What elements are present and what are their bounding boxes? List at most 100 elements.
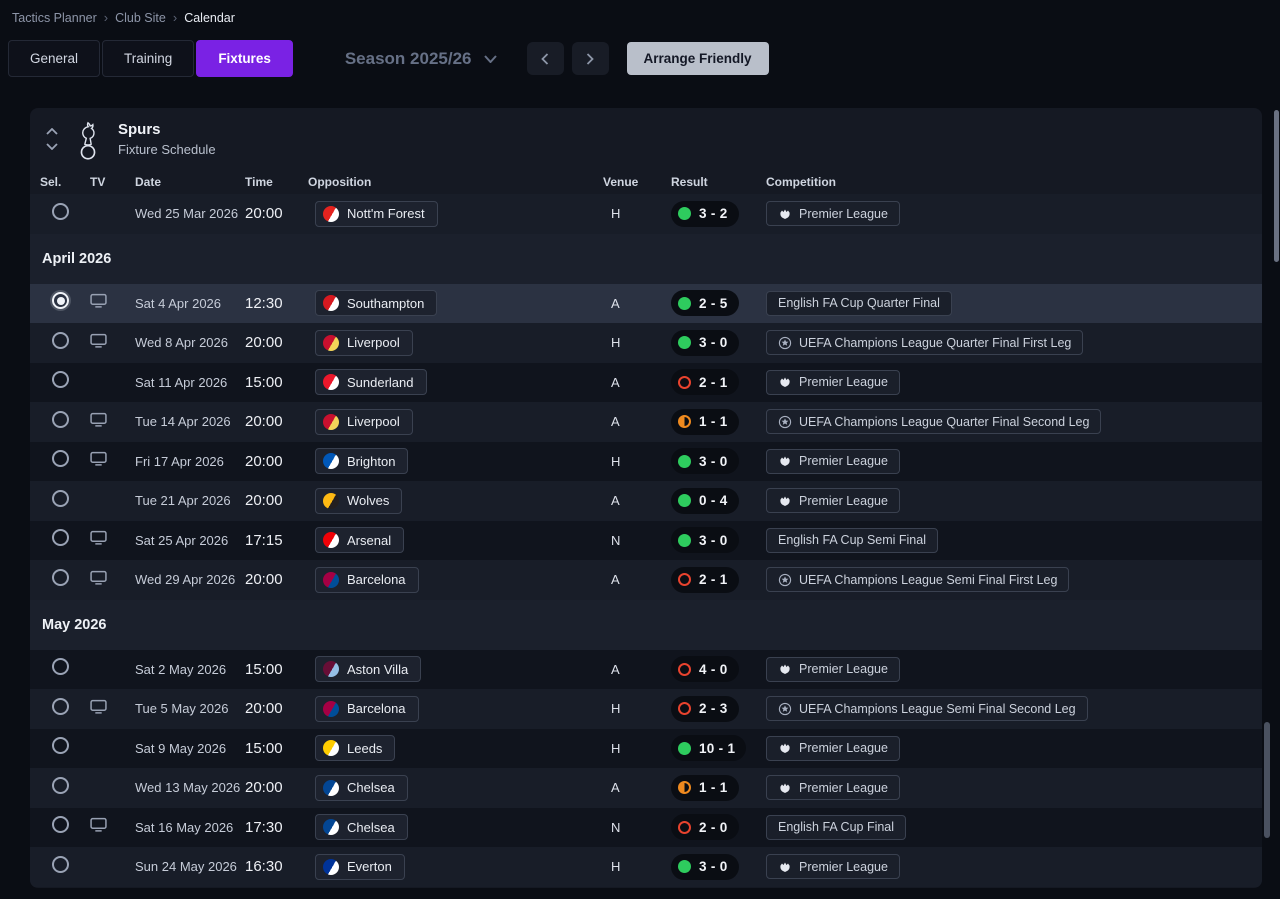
select-radio[interactable] — [52, 568, 69, 586]
breadcrumb-separator-icon: › — [172, 10, 178, 25]
result-score: 2 - 3 — [699, 701, 728, 717]
season-selector[interactable]: Season 2025/26 — [345, 49, 497, 69]
opposition-pill[interactable]: Everton — [315, 853, 405, 880]
result-pill[interactable]: 3 - 0 — [671, 853, 739, 880]
result-pill[interactable]: 3 - 0 — [671, 527, 739, 554]
fixture-row[interactable]: Wed 13 May 2026 20:00 Chelsea A 1 - 1 Pr… — [30, 768, 1262, 808]
result-pill[interactable]: 0 - 4 — [671, 487, 739, 514]
select-radio[interactable] — [52, 489, 69, 507]
select-radio[interactable] — [52, 410, 69, 428]
fixture-row[interactable]: Sat 9 May 2026 15:00 Leeds H 10 - 1 Prem… — [30, 728, 1262, 768]
opposition-pill[interactable]: Brighton — [315, 448, 409, 475]
page-scrollbar[interactable] — [1274, 108, 1279, 888]
tab-fixtures[interactable]: Fixtures — [196, 40, 293, 77]
result-score: 1 - 1 — [699, 780, 728, 796]
fixture-row[interactable]: Sat 11 Apr 2026 15:00 Sunderland A 2 - 1… — [30, 362, 1262, 402]
result-outcome-icon — [678, 533, 691, 547]
fixture-row[interactable]: Sat 25 Apr 2026 17:15 Arsenal N 3 - 0 En… — [30, 520, 1262, 560]
arrange-friendly-button[interactable]: Arrange Friendly — [626, 42, 769, 75]
fixture-row[interactable]: Wed 25 Mar 2026 20:00 Nott'm Forest H 3 … — [30, 194, 1262, 234]
opposition-pill[interactable]: Barcelona — [315, 695, 419, 722]
fixture-date: Wed 25 Mar 2026 — [135, 206, 239, 222]
select-radio[interactable] — [52, 658, 69, 676]
select-radio[interactable] — [52, 450, 69, 468]
fixture-row[interactable]: Wed 29 Apr 2026 20:00 Barcelona A 2 - 1 … — [30, 560, 1262, 600]
fixture-row[interactable]: Tue 14 Apr 2026 20:00 Liverpool A 1 - 1 … — [30, 402, 1262, 442]
result-pill[interactable]: 1 - 1 — [671, 774, 739, 801]
list-scrollbar-thumb[interactable] — [1264, 722, 1270, 838]
scroll-up-button[interactable] — [46, 127, 58, 135]
select-radio[interactable] — [52, 331, 69, 349]
opposition-name: Nott'm Forest — [347, 206, 425, 222]
select-radio[interactable] — [52, 737, 69, 755]
result-pill[interactable]: 2 - 0 — [671, 814, 739, 841]
opposition-pill[interactable]: Liverpool — [315, 329, 413, 356]
previous-button[interactable] — [526, 42, 564, 75]
result-pill[interactable]: 2 - 3 — [671, 695, 739, 722]
club-name: Spurs — [118, 121, 161, 138]
venue-value: H — [611, 859, 621, 875]
result-pill[interactable]: 2 - 1 — [671, 566, 739, 593]
tab-training[interactable]: Training — [102, 40, 195, 77]
select-radio[interactable] — [52, 529, 69, 547]
team-badge-icon — [323, 413, 339, 430]
fixture-row[interactable]: Sat 2 May 2026 15:00 Aston Villa A 4 - 0… — [30, 649, 1262, 689]
select-radio[interactable] — [52, 697, 69, 715]
scroll-controls — [46, 127, 58, 151]
result-score: 10 - 1 — [699, 740, 736, 756]
result-pill[interactable]: 2 - 1 — [671, 369, 739, 396]
fixture-row[interactable]: Sat 4 Apr 2026 12:30 Southampton A 2 - 5… — [30, 283, 1262, 323]
opposition-pill[interactable]: Sunderland — [315, 369, 427, 396]
result-pill[interactable]: 4 - 0 — [671, 656, 739, 683]
opposition-pill[interactable]: Liverpool — [315, 408, 413, 435]
premier-league-icon — [778, 375, 792, 389]
result-pill[interactable]: 2 - 5 — [671, 290, 739, 317]
fixture-date: Sat 4 Apr 2026 — [135, 295, 222, 311]
fixture-row[interactable]: Tue 21 Apr 2026 20:00 Wolves A 0 - 4 Pre… — [30, 481, 1262, 521]
opposition-pill[interactable]: Leeds — [315, 735, 396, 762]
fixture-time: 20:00 — [245, 413, 283, 431]
premier-league-icon — [778, 207, 792, 221]
result-pill[interactable]: 3 - 0 — [671, 329, 739, 356]
breadcrumb-item-tactics-planner[interactable]: Tactics Planner — [12, 10, 97, 25]
fixture-row[interactable]: Sat 16 May 2026 17:30 Chelsea N 2 - 0 En… — [30, 807, 1262, 847]
opposition-pill[interactable]: Nott'm Forest — [315, 200, 438, 227]
result-pill[interactable]: 10 - 1 — [671, 735, 747, 762]
result-pill[interactable]: 1 - 1 — [671, 408, 739, 435]
result-pill[interactable]: 3 - 2 — [671, 200, 739, 227]
opposition-pill[interactable]: Chelsea — [315, 814, 408, 841]
next-button[interactable] — [571, 42, 609, 75]
column-header-time: Time — [245, 175, 273, 189]
fixture-date: Tue 21 Apr 2026 — [135, 493, 231, 509]
result-outcome-icon — [678, 573, 691, 587]
opposition-pill[interactable]: Southampton — [315, 290, 438, 317]
select-radio[interactable] — [52, 371, 69, 389]
venue-value: N — [611, 532, 621, 548]
opposition-name: Aston Villa — [347, 661, 409, 677]
competition-pill: English FA Cup Final — [766, 814, 907, 840]
opposition-pill[interactable]: Barcelona — [315, 566, 419, 593]
breadcrumb-item-calendar[interactable]: Calendar — [184, 10, 235, 25]
team-badge-icon — [323, 492, 339, 509]
select-radio[interactable] — [52, 855, 69, 873]
opposition-pill[interactable]: Aston Villa — [315, 656, 422, 683]
select-radio[interactable] — [52, 292, 69, 310]
select-radio[interactable] — [52, 202, 69, 220]
fixture-schedule-panel: Spurs Fixture Schedule Sel. TV Date Time… — [30, 108, 1262, 888]
opposition-pill[interactable]: Chelsea — [315, 774, 408, 801]
breadcrumb-item-club-site[interactable]: Club Site — [115, 10, 166, 25]
toolbar: General Training Fixtures Season 2025/26… — [8, 40, 769, 77]
opposition-pill[interactable]: Arsenal — [315, 527, 405, 554]
fixture-list: Wed 25 Mar 2026 20:00 Nott'm Forest H 3 … — [30, 194, 1262, 888]
tab-general[interactable]: General — [8, 40, 101, 77]
opposition-pill[interactable]: Wolves — [315, 487, 403, 514]
select-radio[interactable] — [52, 816, 69, 834]
result-pill[interactable]: 3 - 0 — [671, 448, 739, 475]
fixture-row[interactable]: Sun 24 May 2026 16:30 Everton H 3 - 0 Pr… — [30, 847, 1262, 887]
scroll-down-button[interactable] — [46, 143, 58, 151]
fixture-row[interactable]: Tue 5 May 2026 20:00 Barcelona H 2 - 3 U… — [30, 689, 1262, 729]
select-radio[interactable] — [52, 776, 69, 794]
fixture-row[interactable]: Wed 8 Apr 2026 20:00 Liverpool H 3 - 0 U… — [30, 323, 1262, 363]
fixture-row[interactable]: Fri 17 Apr 2026 20:00 Brighton H 3 - 0 P… — [30, 441, 1262, 481]
page-scrollbar-thumb[interactable] — [1274, 110, 1279, 262]
